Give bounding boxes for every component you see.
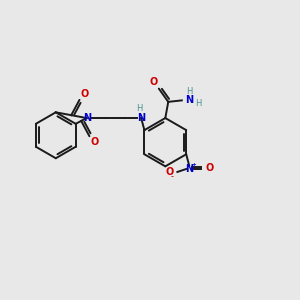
Text: O: O bbox=[81, 89, 89, 99]
Text: N: N bbox=[185, 95, 194, 105]
Text: O: O bbox=[149, 77, 158, 87]
Text: H: H bbox=[136, 104, 143, 113]
Text: O: O bbox=[205, 164, 213, 173]
Text: N: N bbox=[82, 113, 91, 123]
Text: +: + bbox=[192, 162, 196, 167]
Text: O: O bbox=[165, 167, 173, 177]
Text: H: H bbox=[186, 87, 192, 96]
Text: O: O bbox=[91, 137, 99, 147]
Text: N: N bbox=[185, 164, 193, 174]
Text: -: - bbox=[170, 172, 173, 182]
Text: N: N bbox=[137, 113, 145, 123]
Text: H: H bbox=[195, 99, 201, 108]
